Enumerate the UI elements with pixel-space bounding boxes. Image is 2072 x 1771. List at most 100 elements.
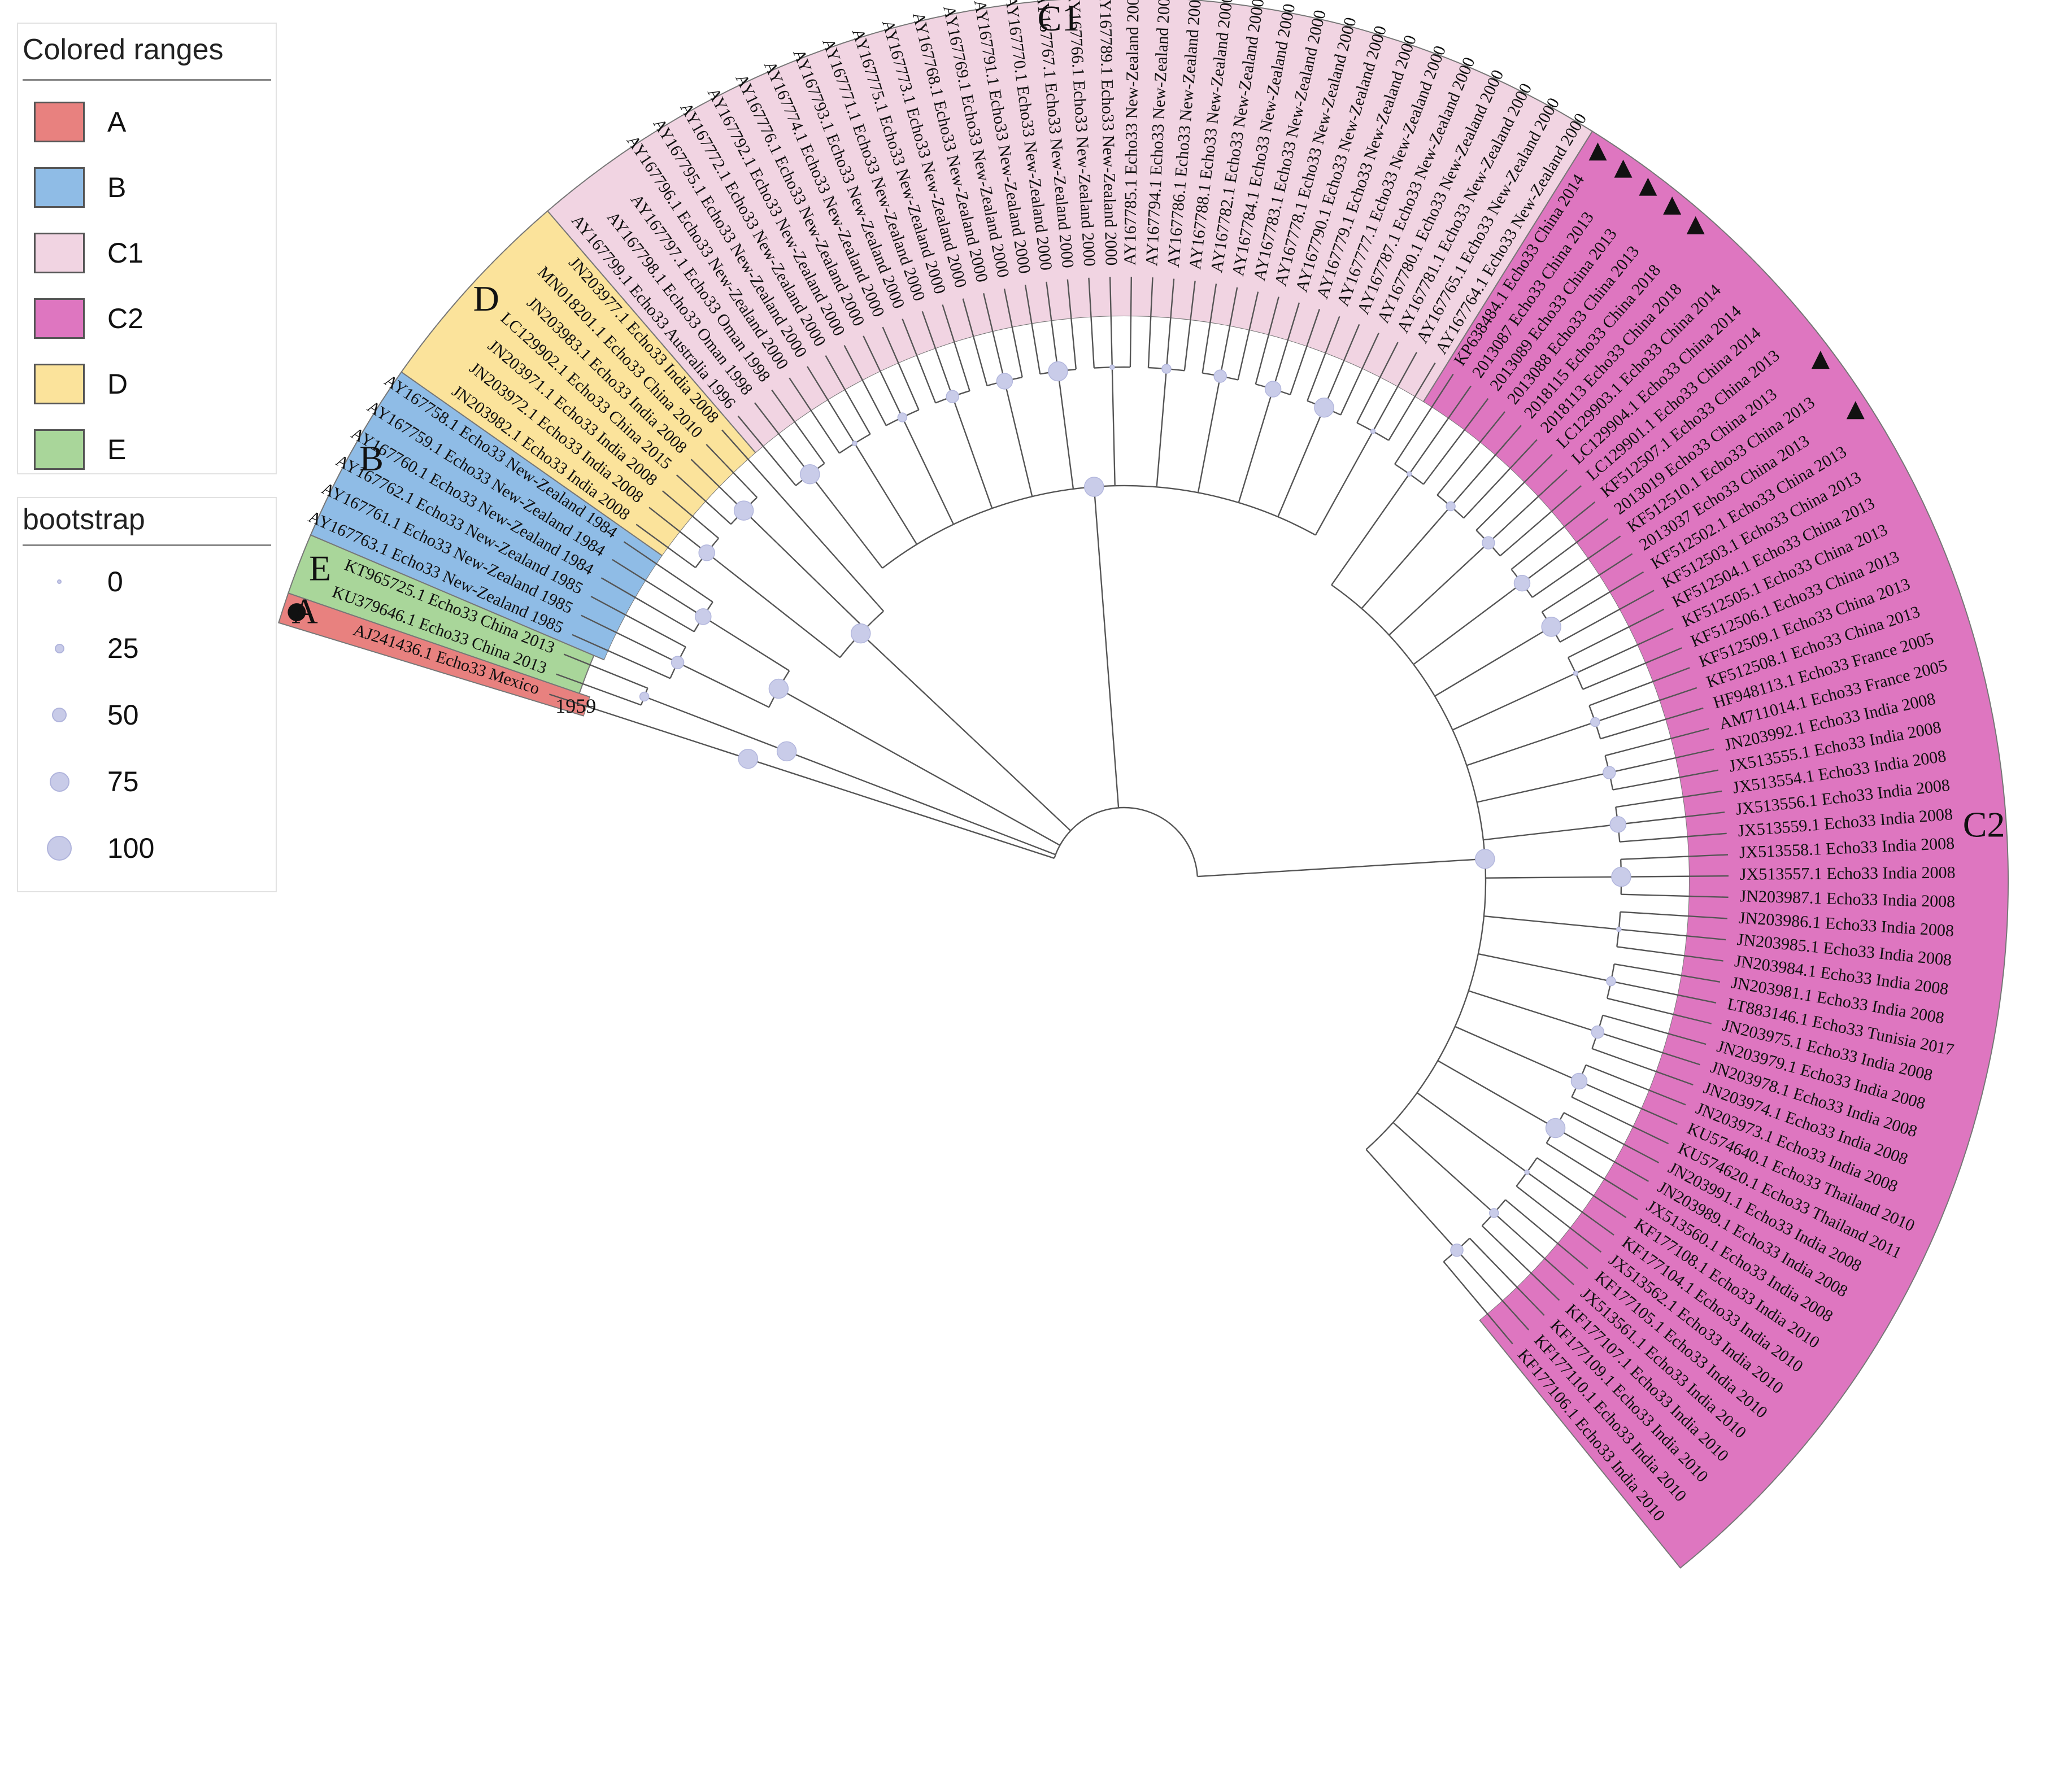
leaf-branch: [1536, 1157, 1627, 1218]
internal-branch: [770, 484, 885, 612]
bootstrap-legend-value: 100: [107, 832, 155, 864]
root-year-label: 1959: [555, 695, 596, 717]
taxon-label: JX513557.1 Echo33 India 2008: [1740, 863, 1956, 884]
internal-branch: [1331, 473, 1410, 586]
clade-label-a: A: [292, 591, 318, 631]
leaf-branch: [1129, 277, 1133, 368]
leaf-branch: [1618, 928, 1726, 941]
leaf-branch: [1202, 283, 1217, 373]
leaf-branch: [1220, 287, 1238, 377]
internal-branch: [644, 696, 787, 752]
ranges-legend-title: Colored ranges: [23, 33, 224, 66]
bootstrap-dot: [1524, 1169, 1530, 1175]
leaf-branch: [1595, 687, 1697, 723]
clade-labels: AE B D C1 C2: [292, 0, 2005, 844]
leaf-branch: [721, 429, 772, 486]
leaf-branch: [1597, 1031, 1700, 1066]
leaf-branch: [1607, 997, 1712, 1024]
bootstrap-dot: [1609, 816, 1627, 833]
bootstrap-dot: [897, 412, 908, 422]
circle-marker: [288, 603, 306, 622]
leaf-branch: [1307, 316, 1340, 402]
leaf-branch: [1469, 1237, 1545, 1316]
internal-branch: [854, 443, 918, 545]
bootstrap-dots: [639, 361, 1631, 1257]
bootstrap-dot: [1513, 574, 1531, 592]
bootstrap-dot: [1475, 849, 1495, 869]
bootstrap-dot: [1611, 866, 1631, 887]
bootstrap-dot: [1591, 1025, 1605, 1039]
internal-branch: [1468, 990, 1598, 1033]
leaf-branch: [1147, 277, 1153, 368]
legend-label-a: A: [107, 106, 127, 138]
leaf-branch: [1408, 385, 1472, 474]
leaf-branch: [676, 474, 732, 525]
internal-branch: [1238, 389, 1274, 503]
bootstrap-dot: [1489, 1208, 1499, 1218]
leaf-branch: [581, 614, 678, 664]
internal-branch: [1277, 407, 1325, 517]
leaf-branch: [1237, 291, 1259, 380]
leaf-branch: [807, 366, 855, 444]
trunk-branch: [860, 632, 1072, 831]
bootstrap-dot: [1264, 381, 1282, 398]
triangle-marker: [1663, 197, 1682, 215]
bootstrap-legend-box: [17, 497, 277, 892]
internal-branch: [902, 417, 955, 525]
leaf-branch: [1511, 501, 1596, 570]
bootstrap-dot: [738, 748, 759, 769]
internal-branch: [1392, 1122, 1495, 1214]
leaf-branch: [962, 298, 988, 386]
bootstrap-dot: [1084, 477, 1104, 497]
triangle-marker: [1639, 177, 1657, 196]
bootstrap-dot: [852, 440, 857, 446]
bootstrap-legend-dot: [52, 708, 67, 722]
internal-branch: [1361, 505, 1452, 609]
leaf-branch: [1272, 302, 1300, 390]
internal-branch: [1111, 367, 1116, 486]
bootstrap-dot: [946, 390, 959, 403]
leaf-branch: [1551, 571, 1644, 627]
legend-divider: [23, 79, 271, 81]
legend: Colored ranges A B C1 C2 D E bootstrap 0 25 50 7…: [0, 0, 282, 904]
bootstrap-dot: [1370, 428, 1376, 434]
leaf-branch: [612, 559, 704, 617]
bootstrap-dot: [996, 373, 1013, 390]
internal-branch: [1466, 721, 1596, 766]
bootstrap-dot: [1314, 397, 1334, 418]
leaf-branch: [1255, 296, 1279, 385]
internal-branch: [1314, 431, 1374, 536]
internal-branch: [619, 716, 748, 760]
legend-label-c1: C1: [107, 237, 143, 269]
trunk-branch: [786, 751, 1056, 856]
bootstrap-dot: [1407, 471, 1412, 477]
leaf-branch: [1340, 333, 1379, 416]
leaf-branch: [572, 634, 671, 679]
internal-branch: [809, 474, 883, 569]
internal-branch: [1485, 876, 1621, 879]
leaf-branch: [1109, 277, 1113, 368]
bootstrap-legend-title: bootstrap: [23, 503, 145, 536]
triangle-marker: [1614, 159, 1633, 178]
internal-branch: [1413, 582, 1523, 665]
leaf-branch: [1542, 553, 1633, 613]
legend-label-d: D: [107, 368, 128, 400]
legend-swatch-a: [34, 102, 85, 142]
leaf-branch: [1067, 279, 1077, 370]
leaf-branch: [1499, 485, 1582, 557]
leaf-branch: [1621, 893, 1729, 898]
triangle-marker: [1686, 216, 1705, 234]
leaf-branch: [1437, 411, 1505, 496]
internal-branch: [1437, 1060, 1556, 1129]
leaf-branch: [706, 444, 758, 498]
triangle-marker: [1588, 142, 1607, 161]
leaf-branch: [1165, 278, 1175, 369]
leaf-branch: [737, 415, 796, 486]
leaf-branch: [1620, 832, 1727, 843]
leaf-branch: [1183, 281, 1196, 371]
internal-branch: [952, 396, 993, 509]
internal-branch: [1483, 915, 1619, 930]
internal-branch: [703, 616, 790, 671]
internal-branch: [1477, 772, 1610, 803]
